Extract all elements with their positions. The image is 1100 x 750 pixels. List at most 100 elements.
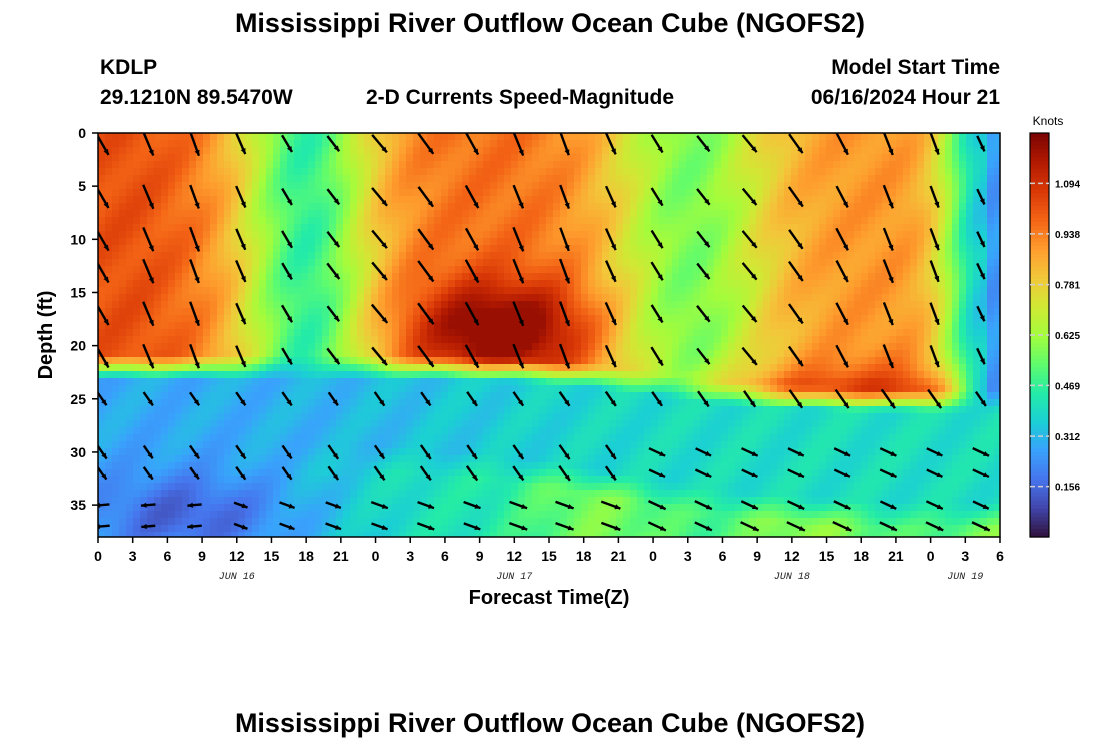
heatmap-cell: [630, 427, 638, 435]
heatmap-cell: [301, 476, 309, 484]
heatmap-cell: [525, 385, 533, 393]
heatmap-cell: [119, 532, 127, 537]
heatmap-cell: [224, 133, 232, 141]
heatmap-cell: [364, 147, 372, 155]
heatmap-cell: [161, 329, 169, 337]
heatmap-cell: [539, 497, 547, 505]
heatmap-cell: [490, 434, 498, 442]
heatmap-cell: [469, 182, 477, 190]
heatmap-cell: [434, 378, 442, 386]
heatmap-cell: [532, 329, 540, 337]
heatmap-cell: [672, 224, 680, 232]
heatmap-cell: [329, 175, 337, 183]
heatmap-cell: [602, 133, 610, 141]
heatmap-cell: [231, 455, 239, 463]
heatmap-cell: [294, 189, 302, 197]
heatmap-cell: [315, 168, 323, 176]
heatmap-cell: [392, 203, 400, 211]
heatmap-cell: [511, 476, 519, 484]
heatmap-cell: [441, 378, 449, 386]
heatmap-cell: [350, 364, 358, 372]
heatmap-cell: [315, 420, 323, 428]
heatmap-cell: [245, 168, 253, 176]
heatmap-cell: [294, 224, 302, 232]
heatmap-cell: [518, 413, 526, 421]
heatmap-cell: [420, 532, 428, 537]
heatmap-cell: [231, 518, 239, 526]
heatmap-cell: [350, 301, 358, 309]
heatmap-cell: [546, 294, 554, 302]
heatmap-cell: [616, 336, 624, 344]
heatmap-cell: [630, 182, 638, 190]
heatmap-cell: [525, 252, 533, 260]
heatmap-cell: [448, 259, 456, 267]
heatmap-cell: [630, 357, 638, 365]
heatmap-cell: [490, 294, 498, 302]
heatmap-cell: [245, 273, 253, 281]
heatmap-cell: [693, 476, 701, 484]
heatmap-cell: [266, 497, 274, 505]
heatmap-cell: [679, 420, 687, 428]
heatmap-cell: [469, 280, 477, 288]
heatmap-cell: [385, 364, 393, 372]
heatmap-cell: [679, 203, 687, 211]
heatmap-cell: [350, 133, 358, 141]
heatmap-cell: [133, 469, 141, 477]
heatmap-cell: [336, 161, 344, 169]
heatmap-cell: [483, 434, 491, 442]
heatmap-cell: [504, 196, 512, 204]
heatmap-cell: [280, 175, 288, 183]
heatmap-cell: [301, 518, 309, 526]
heatmap-cell: [336, 252, 344, 260]
heatmap-cell: [574, 406, 582, 414]
heatmap-cell: [406, 378, 414, 386]
heatmap-cell: [315, 525, 323, 533]
heatmap-cell: [112, 441, 120, 449]
heatmap-cell: [602, 322, 610, 330]
heatmap-cell: [168, 266, 176, 274]
heatmap-cell: [560, 462, 568, 470]
heatmap-cell: [658, 182, 666, 190]
heatmap-cell: [203, 427, 211, 435]
heatmap-cell: [420, 490, 428, 498]
heatmap-cell: [609, 490, 617, 498]
heatmap-cell: [658, 231, 666, 239]
heatmap-cell: [602, 210, 610, 218]
heatmap-cell: [392, 483, 400, 491]
heatmap-cell: [525, 217, 533, 225]
heatmap-cell: [518, 168, 526, 176]
heatmap-cell: [280, 364, 288, 372]
heatmap-cell: [119, 161, 127, 169]
heatmap-cell: [105, 462, 113, 470]
heatmap-cell: [637, 357, 645, 365]
heatmap-cell: [672, 259, 680, 267]
heatmap-cell: [98, 532, 106, 537]
heatmap-cell: [280, 357, 288, 365]
heatmap-cell: [175, 238, 183, 246]
heatmap-cell: [420, 287, 428, 295]
heatmap-cell: [378, 175, 386, 183]
heatmap-cell: [434, 287, 442, 295]
heatmap-cell: [112, 133, 120, 141]
heatmap-cell: [182, 518, 190, 526]
heatmap-cell: [154, 238, 162, 246]
heatmap-cell: [168, 336, 176, 344]
heatmap-cell: [385, 147, 393, 155]
heatmap-cell: [112, 168, 120, 176]
heatmap-cell: [203, 392, 211, 400]
heatmap-cell: [623, 441, 631, 449]
heatmap-cell: [210, 133, 218, 141]
heatmap-cell: [119, 371, 127, 379]
heatmap-cell: [315, 259, 323, 267]
heatmap-cell: [245, 385, 253, 393]
heatmap-cell: [280, 308, 288, 316]
heatmap-cell: [119, 182, 127, 190]
heatmap-cell: [231, 448, 239, 456]
heatmap-cell: [266, 140, 274, 148]
heatmap-cell: [567, 532, 575, 537]
heatmap-cell: [105, 322, 113, 330]
heatmap-cell: [406, 217, 414, 225]
heatmap-cell: [518, 231, 526, 239]
heatmap-cell: [259, 231, 267, 239]
heatmap-cell: [616, 315, 624, 323]
